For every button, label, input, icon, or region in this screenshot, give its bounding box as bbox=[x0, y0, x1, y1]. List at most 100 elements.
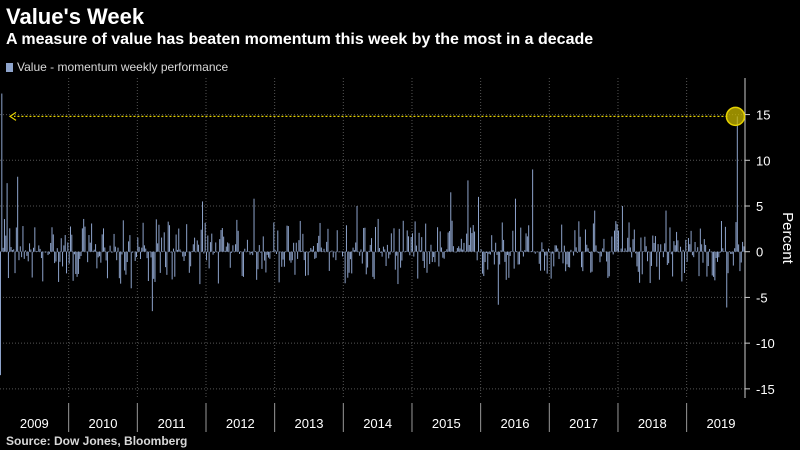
bar bbox=[621, 206, 623, 252]
bar bbox=[410, 237, 412, 252]
bar bbox=[628, 222, 630, 252]
bar bbox=[23, 251, 25, 259]
bar bbox=[211, 233, 213, 252]
bar bbox=[406, 230, 408, 252]
bar bbox=[64, 235, 66, 252]
bar bbox=[299, 220, 301, 252]
bar bbox=[268, 251, 270, 258]
bar bbox=[262, 236, 264, 252]
bar bbox=[273, 222, 275, 252]
bar bbox=[393, 228, 395, 252]
bar bbox=[340, 251, 342, 253]
bar bbox=[720, 220, 722, 252]
bar bbox=[377, 218, 379, 252]
bar bbox=[471, 233, 473, 252]
bar bbox=[736, 116, 738, 252]
bar bbox=[635, 251, 637, 254]
bar bbox=[136, 251, 137, 258]
bar bbox=[104, 247, 106, 252]
bar bbox=[126, 251, 128, 263]
bar bbox=[6, 183, 8, 252]
bar bbox=[183, 251, 185, 261]
bar bbox=[569, 251, 571, 268]
bar bbox=[260, 251, 262, 253]
bar bbox=[625, 250, 627, 252]
bar bbox=[167, 221, 169, 252]
bar bbox=[202, 201, 204, 252]
bar bbox=[106, 251, 108, 279]
bar bbox=[698, 251, 700, 277]
bar bbox=[261, 251, 263, 269]
bar bbox=[689, 244, 691, 252]
bar bbox=[596, 251, 598, 253]
bar bbox=[293, 242, 295, 252]
bar bbox=[557, 248, 559, 252]
bar bbox=[724, 226, 726, 252]
bar bbox=[146, 251, 148, 259]
bar bbox=[26, 251, 28, 256]
bar bbox=[93, 249, 95, 252]
bar bbox=[195, 251, 197, 253]
bar bbox=[645, 246, 647, 252]
bar bbox=[396, 251, 398, 256]
bar bbox=[278, 251, 280, 283]
bar bbox=[154, 251, 156, 282]
bar bbox=[423, 251, 425, 268]
bar bbox=[314, 251, 316, 259]
bar bbox=[672, 251, 674, 277]
bar bbox=[467, 180, 469, 252]
bar bbox=[128, 241, 130, 252]
bar bbox=[176, 249, 178, 252]
bar bbox=[59, 251, 61, 262]
bar bbox=[353, 250, 355, 252]
bar bbox=[433, 251, 435, 258]
bar bbox=[570, 249, 572, 252]
bar bbox=[186, 224, 188, 252]
bar bbox=[239, 251, 240, 254]
bar bbox=[36, 251, 38, 252]
bar bbox=[641, 251, 643, 275]
bar bbox=[97, 251, 99, 258]
bar bbox=[306, 251, 308, 253]
bar bbox=[89, 242, 91, 252]
bar bbox=[559, 251, 561, 253]
bar bbox=[484, 251, 486, 263]
bar bbox=[678, 251, 680, 253]
bar bbox=[151, 251, 153, 312]
bar bbox=[514, 198, 516, 252]
bar bbox=[644, 236, 646, 252]
bar bbox=[612, 251, 614, 255]
bar bbox=[2, 247, 4, 252]
bar bbox=[166, 251, 168, 275]
bar bbox=[196, 240, 198, 252]
bar bbox=[223, 236, 225, 252]
bar bbox=[169, 225, 171, 252]
bar bbox=[516, 251, 518, 252]
bar bbox=[145, 248, 147, 252]
bar bbox=[546, 251, 548, 274]
bar bbox=[532, 169, 534, 252]
y-tick-label: 0 bbox=[756, 245, 763, 260]
bar bbox=[96, 251, 98, 269]
bar bbox=[72, 251, 74, 281]
bar bbox=[322, 251, 324, 252]
bar bbox=[141, 247, 143, 252]
bar bbox=[252, 251, 254, 256]
bar bbox=[357, 251, 359, 253]
bar bbox=[117, 247, 119, 252]
bar bbox=[320, 247, 322, 252]
bar bbox=[283, 251, 285, 267]
bar bbox=[60, 238, 62, 252]
bar bbox=[344, 251, 346, 284]
bar bbox=[483, 251, 485, 277]
bar bbox=[188, 251, 190, 273]
bar bbox=[270, 251, 272, 253]
bar bbox=[503, 239, 505, 252]
bar bbox=[533, 251, 535, 253]
bar bbox=[200, 229, 202, 252]
bar bbox=[417, 251, 419, 279]
bar bbox=[394, 251, 396, 270]
bar bbox=[727, 251, 729, 274]
bar bbox=[120, 251, 122, 284]
bar bbox=[650, 251, 652, 266]
